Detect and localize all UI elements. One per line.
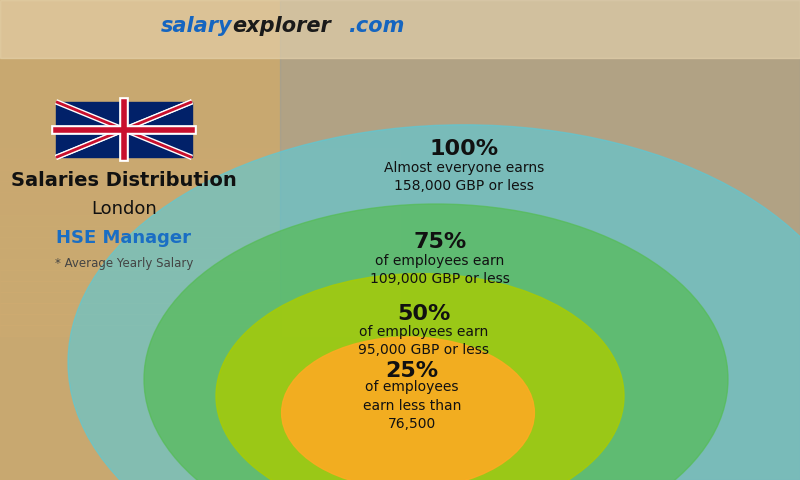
Bar xyxy=(0,259,400,270)
Text: of employees earn: of employees earn xyxy=(375,253,505,268)
Text: 158,000 GBP or less: 158,000 GBP or less xyxy=(394,179,534,193)
Bar xyxy=(0,5,400,16)
Text: of employees: of employees xyxy=(366,380,458,395)
Text: explorer: explorer xyxy=(232,16,330,36)
Text: 50%: 50% xyxy=(398,304,450,324)
Text: salary: salary xyxy=(160,16,232,36)
Bar xyxy=(0,303,400,314)
Text: London: London xyxy=(91,200,157,218)
Bar xyxy=(0,192,400,204)
Text: .com: .com xyxy=(348,16,404,36)
Bar xyxy=(0,237,400,248)
Bar xyxy=(0,270,400,281)
Text: Almost everyone earns: Almost everyone earns xyxy=(384,161,544,175)
Bar xyxy=(0,170,400,181)
Text: 75%: 75% xyxy=(414,232,466,252)
Circle shape xyxy=(282,337,534,480)
Bar xyxy=(0,148,400,159)
Text: 76,500: 76,500 xyxy=(388,417,436,431)
Bar xyxy=(0,71,400,82)
Bar xyxy=(0,27,400,38)
Bar xyxy=(0,248,400,259)
Bar xyxy=(0,60,400,71)
Text: Salaries Distribution: Salaries Distribution xyxy=(11,170,237,190)
Bar xyxy=(0,159,400,170)
Bar xyxy=(0,115,400,126)
Bar xyxy=(0,137,400,148)
Text: 95,000 GBP or less: 95,000 GBP or less xyxy=(358,343,490,358)
Bar xyxy=(0,325,400,336)
Bar xyxy=(0,0,800,58)
Text: 100%: 100% xyxy=(430,139,498,159)
Bar xyxy=(0,16,400,27)
Text: earn less than: earn less than xyxy=(363,398,461,413)
Text: HSE Manager: HSE Manager xyxy=(57,228,191,247)
Bar xyxy=(0,82,400,93)
Bar xyxy=(0,104,400,115)
Bar xyxy=(0,281,400,292)
Bar xyxy=(0,38,400,49)
Bar xyxy=(0,49,400,60)
Bar xyxy=(0,181,400,192)
Bar xyxy=(0,292,400,303)
Bar xyxy=(0,126,400,137)
Circle shape xyxy=(144,204,728,480)
Text: 25%: 25% xyxy=(386,360,438,381)
Text: of employees earn: of employees earn xyxy=(359,325,489,339)
Text: * Average Yearly Salary: * Average Yearly Salary xyxy=(55,256,193,270)
Bar xyxy=(0,93,400,104)
Bar xyxy=(0,226,400,237)
Bar xyxy=(0,215,400,226)
Text: 109,000 GBP or less: 109,000 GBP or less xyxy=(370,272,510,286)
Bar xyxy=(56,102,192,157)
Bar xyxy=(280,0,800,480)
Circle shape xyxy=(216,274,624,480)
Circle shape xyxy=(68,125,800,480)
Bar xyxy=(0,314,400,325)
Bar xyxy=(0,204,400,215)
